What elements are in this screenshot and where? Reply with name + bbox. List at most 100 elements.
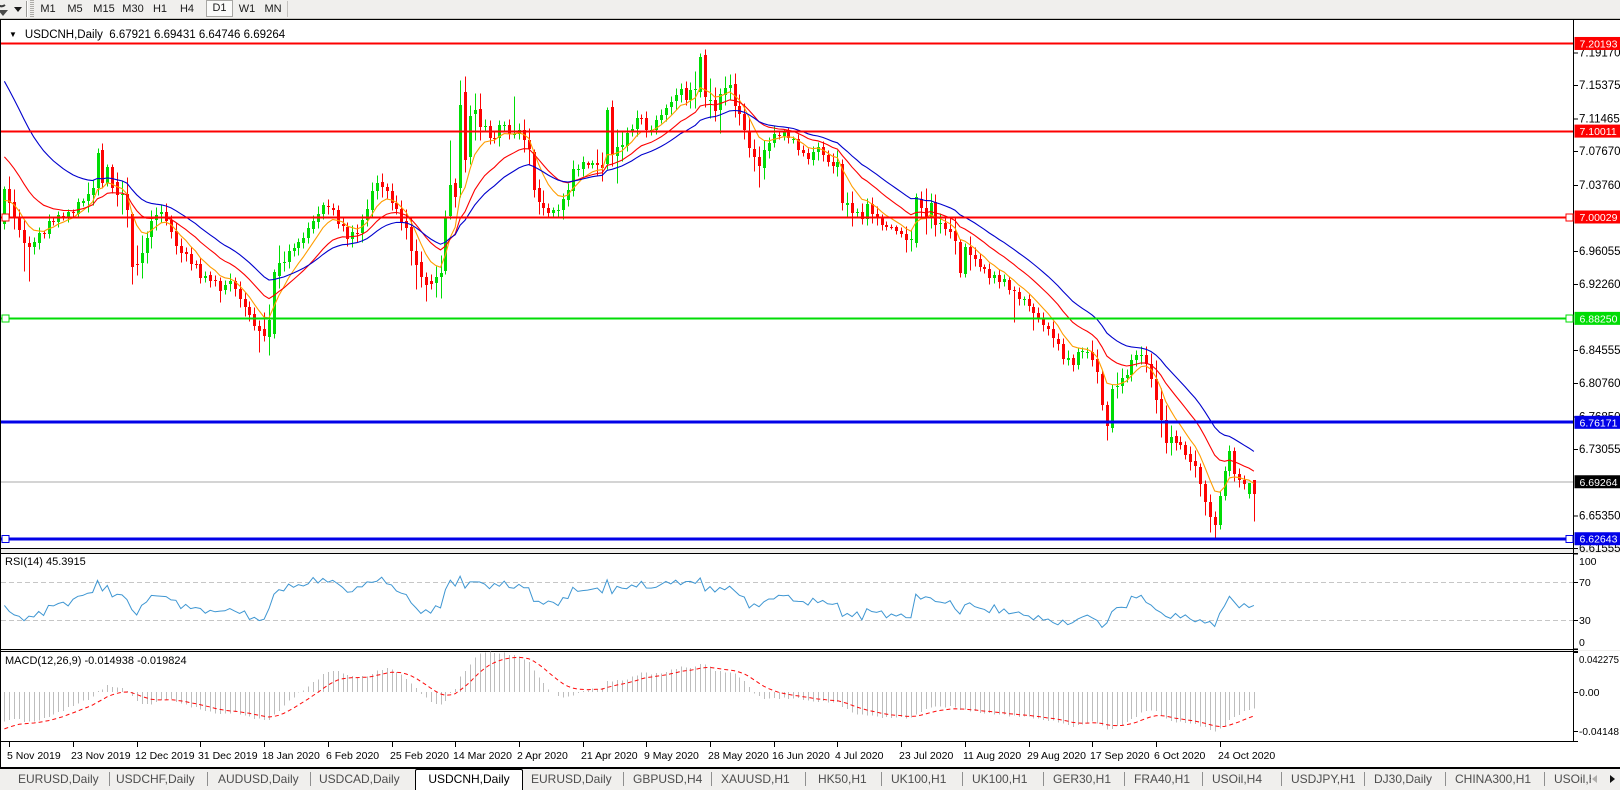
macd-scale-label: 0.00: [1579, 687, 1600, 699]
time-tick-label: 5 Nov 2019: [7, 750, 61, 762]
tab-GER30-H1-11[interactable]: GER30,H1: [1053, 772, 1112, 786]
rsi-label[interactable]: RSI(14) 45.3915: [5, 556, 86, 568]
tab-EURUSD-Daily-5[interactable]: EURUSD,Daily: [531, 772, 612, 786]
tab-separator: [1202, 772, 1203, 786]
price-badge-6.88250: [1574, 311, 1620, 325]
main-chart-panel: [0, 20, 1620, 548]
macd-label[interactable]: MACD(12,26,9) -0.014938 -0.019824: [5, 655, 187, 667]
tab-USDCAD-Daily-3[interactable]: USDCAD,Daily: [319, 772, 400, 786]
price-tick-label: 7.11465: [1579, 114, 1620, 126]
price-badge-label: 6.69264: [1580, 477, 1618, 489]
time-tick-label: 12 Dec 2019: [135, 750, 195, 762]
timeframe-button-M30[interactable]: M30: [122, 3, 144, 15]
separator-macd-top: [0, 651, 1578, 652]
timeframe-button-MN[interactable]: MN: [264, 3, 282, 15]
tabs-scroll-left-icon[interactable]: [1592, 775, 1597, 783]
tab-XAUUSD-H1-7[interactable]: XAUUSD,H1: [721, 772, 790, 786]
price-badge-6.69264: [1574, 475, 1620, 489]
tabs-scroll-right-icon[interactable]: [1610, 775, 1615, 783]
tab-USDCNH-Daily-4[interactable]: USDCNH,Daily: [415, 769, 523, 790]
timeframe-button-M15[interactable]: M15: [93, 3, 115, 15]
time-tick-label: 29 Aug 2020: [1027, 750, 1086, 762]
time-tick-label: 9 May 2020: [644, 750, 699, 762]
hline-drag-marker: [1, 314, 10, 323]
macd-axis: 0.042275 0.00 -0.04148: [1573, 652, 1619, 738]
tab-EURUSD-Daily-0[interactable]: EURUSD,Daily: [18, 772, 99, 786]
tab-separator: [805, 772, 806, 786]
price-tick-label: 7.07670: [1579, 146, 1620, 158]
tab-DJ30-Daily-15[interactable]: DJ30,Daily: [1374, 772, 1433, 786]
time-tick-label: 31 Dec 2019: [198, 750, 258, 762]
time-tick-label: 18 Jan 2020: [262, 750, 320, 762]
time-tick-label: 25 Feb 2020: [390, 750, 449, 762]
price-axis: 7.19170 7.15375 7.11465 7.07670 7.03760 6.960…: [1573, 36, 1620, 555]
timeframe-button-D1[interactable]: D1: [206, 0, 233, 17]
tab-USDJPY-H1-14[interactable]: USDJPY,H1: [1291, 772, 1356, 786]
tab-GBPUSD-H4-6[interactable]: GBPUSD,H4: [633, 772, 703, 786]
tab-separator: [623, 772, 624, 786]
tab-UK100-H1-9[interactable]: UK100,H1: [891, 772, 947, 786]
rsi-scale-label: 0: [1579, 637, 1585, 649]
timeframe-button-W1[interactable]: W1: [238, 3, 256, 15]
price-tick-label: 6.84555: [1579, 345, 1620, 357]
price-badge-7.00029: [1574, 210, 1620, 224]
separator-main-bottom: [0, 548, 1578, 549]
hline-drag-marker: [1, 534, 10, 544]
time-tick-label: 11 Aug 2020: [963, 750, 1021, 762]
window-top-border: [0, 19, 1620, 20]
tab-FRA40-H1-12[interactable]: FRA40,H1: [1134, 772, 1191, 786]
price-tick-label: 6.73055: [1579, 444, 1620, 456]
price-badge-label: 7.00029: [1580, 212, 1618, 224]
macd-signal-line: [4, 656, 1255, 730]
separator-macd-bottom: [0, 741, 1578, 742]
rsi-plot: [1, 574, 1573, 629]
tab-separator: [1043, 772, 1044, 786]
tab-CHINA300-H1-16[interactable]: CHINA300,H1: [1455, 772, 1532, 786]
panel-gap-2[interactable]: [0, 650, 1620, 651]
toolbar-grip-handle[interactable]: [30, 0, 34, 18]
hline-drag-marker: [1565, 213, 1574, 222]
hline-drag-marker: [1, 213, 10, 222]
chart-canvas[interactable]: 7.19170 7.15375 7.11465 7.07670 7.03760 6.960…: [0, 0, 1620, 768]
time-tick-label: 6 Feb 2020: [326, 750, 379, 762]
chart-cursor-icon[interactable]: [0, 2, 13, 17]
time-tick-label: 23 Jul 2020: [899, 750, 953, 762]
tab-AUDUSD-Daily-2[interactable]: AUDUSD,Daily: [218, 772, 299, 786]
tab-separator: [109, 772, 110, 786]
tab-separator: [207, 772, 208, 786]
separator-rsi-top: [0, 553, 1578, 554]
time-tick-label: 28 May 2020: [708, 750, 769, 762]
price-badge-7.10011: [1574, 124, 1620, 138]
timeframe-button-M1[interactable]: M1: [40, 3, 56, 15]
rsi-line: [4, 574, 1255, 629]
chart-title[interactable]: ▼ USDCNH,Daily 6.67921 6.69431 6.64746 6.…: [9, 29, 285, 44]
tab-USOil-H4-13[interactable]: USOil,H4: [1212, 772, 1263, 786]
panel-gap-1[interactable]: [0, 549, 1620, 553]
symbol-tab-bar: EURUSD,Daily USDCHF,Daily AUDUSD,Daily USDC…: [0, 769, 1620, 790]
timeframe-button-H1[interactable]: H1: [152, 3, 168, 15]
up-candle-bodies: [3, 57, 1251, 525]
timeframe-button-M5[interactable]: M5: [67, 3, 83, 15]
time-tick-label: 24 Oct 2020: [1218, 750, 1275, 762]
ma-slow-line: [3, 81, 1255, 452]
macd-scale-label: 0.042275: [1579, 654, 1619, 666]
price-badge-label: 7.10011: [1580, 126, 1617, 138]
timeframe-button-H4[interactable]: H4: [179, 3, 195, 15]
chart-dropdown-icon[interactable]: ▼: [9, 30, 17, 39]
price-badge-label: 6.76171: [1580, 417, 1618, 429]
tab-separator: [310, 772, 311, 786]
tab-USDCHF-Daily-1[interactable]: USDCHF,Daily: [116, 772, 195, 786]
price-tick-label: 7.03760: [1579, 180, 1620, 192]
hline-drag-marker: [1565, 534, 1574, 544]
tab-separator: [711, 772, 712, 786]
price-tick-label: 6.80760: [1579, 378, 1620, 390]
tab-UK100-H1-10[interactable]: UK100,H1: [972, 772, 1028, 786]
tab-HK50-H1-8[interactable]: HK50,H1: [818, 772, 867, 786]
price-tick-label: 6.65350: [1579, 510, 1620, 522]
price-tick-label: 6.61555: [1579, 543, 1620, 555]
separator-rsi-bottom: [0, 649, 1578, 650]
time-tick-label: 21 Apr 2020: [581, 750, 638, 762]
chart-symbol-label: USDCNH,Daily: [24, 29, 103, 41]
tab-separator: [962, 772, 963, 786]
dropdown-caret-icon[interactable]: [14, 7, 22, 12]
